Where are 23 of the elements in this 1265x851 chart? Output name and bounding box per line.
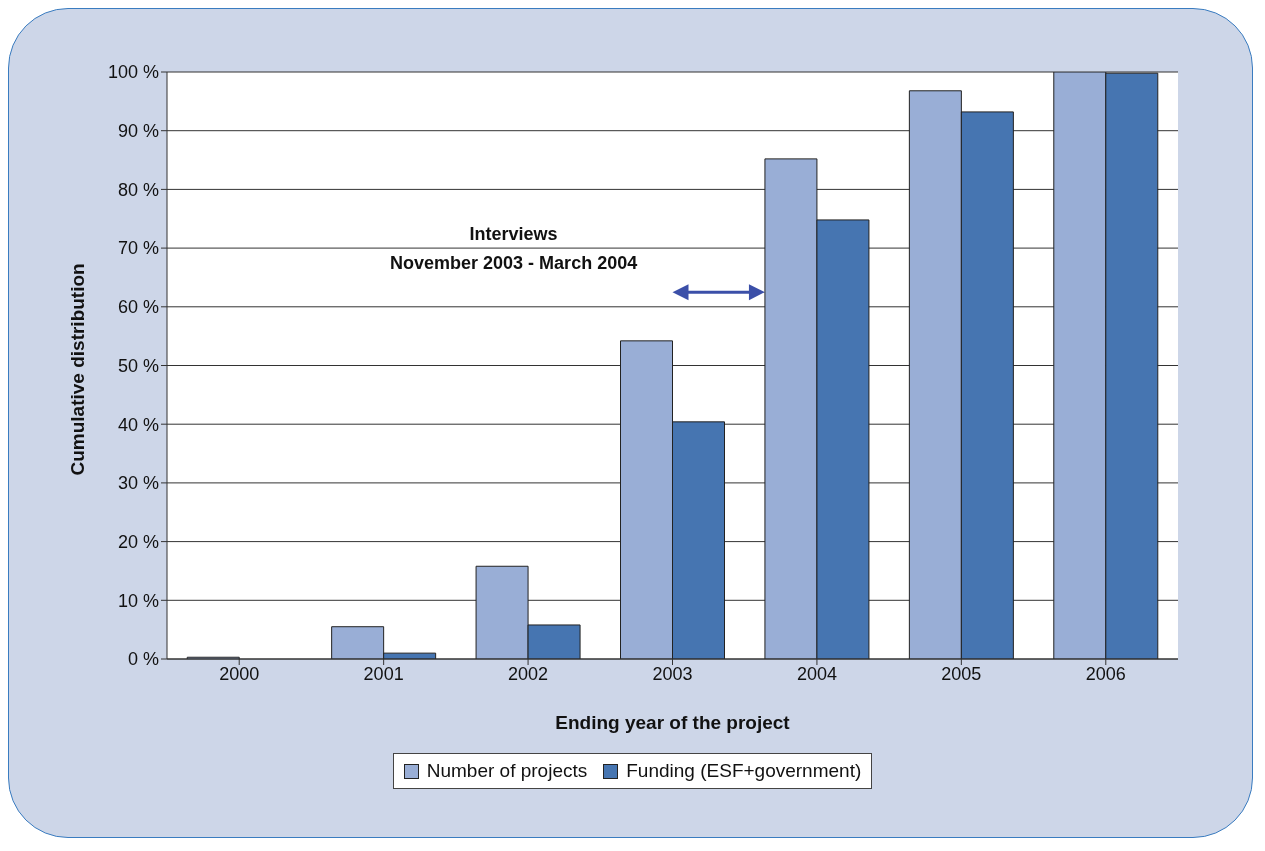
x-tick-label: 2006: [1085, 663, 1126, 684]
y-tick-label: 60 %: [117, 297, 159, 318]
y-tick-label: 80 %: [117, 179, 159, 200]
annotation: Interviews November 2003 - March 2004: [390, 224, 638, 274]
y-tick-label: 90 %: [117, 121, 159, 142]
legend-label: Funding (ESF+government): [625, 760, 862, 782]
x-tick-label: 2000: [219, 663, 260, 684]
y-axis-title: Cumulative distribution: [66, 263, 88, 476]
y-tick-label: 0 %: [127, 649, 159, 670]
legend-label: Number of projects: [425, 760, 588, 782]
x-tick-label: 2002: [508, 663, 549, 684]
y-tick-label: 100 %: [107, 62, 159, 83]
y-tick-label: 40 %: [117, 414, 159, 435]
y-tick-label: 70 %: [117, 238, 159, 259]
y-tick-label: 50 %: [117, 355, 159, 376]
x-tick-label: 2004: [796, 663, 837, 684]
y-tick-label: 10 %: [117, 590, 159, 611]
y-tick-label: 20 %: [117, 531, 159, 552]
x-tick-label: 2003: [652, 663, 693, 684]
x-tick-label: 2001: [363, 663, 404, 684]
y-tick-label: 30 %: [117, 473, 159, 494]
x-axis-title: Ending year of the project: [555, 712, 791, 733]
x-tick-label: 2005: [941, 663, 982, 684]
